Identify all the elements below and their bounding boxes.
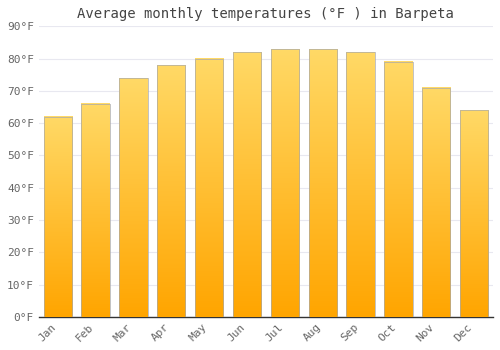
Title: Average monthly temperatures (°F ) in Barpeta: Average monthly temperatures (°F ) in Ba…: [78, 7, 454, 21]
